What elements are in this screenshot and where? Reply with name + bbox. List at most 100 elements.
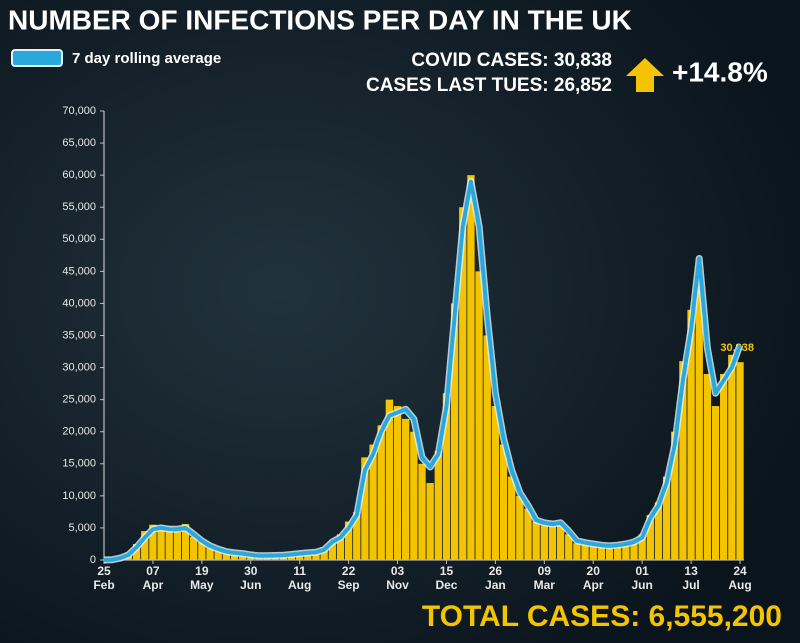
legend-swatch xyxy=(11,49,63,67)
bar xyxy=(214,550,222,560)
bar xyxy=(336,534,345,560)
bar xyxy=(165,526,173,560)
bar xyxy=(695,277,703,560)
bar xyxy=(467,175,475,560)
bar xyxy=(361,457,369,560)
x-tick-label: 07 Apr xyxy=(143,564,164,592)
bar xyxy=(157,529,165,560)
chart-title: NUMBER OF INFECTIONS PER DAY IN THE UK xyxy=(8,4,632,35)
x-tick-label: 15 Dec xyxy=(435,564,457,592)
bar xyxy=(524,508,532,560)
bar xyxy=(418,463,426,560)
bar xyxy=(402,418,410,560)
bar xyxy=(703,373,712,560)
bar xyxy=(222,552,230,560)
bar xyxy=(475,271,483,560)
bar xyxy=(393,406,402,560)
bar xyxy=(385,399,394,560)
x-tick-label: 13 Jul xyxy=(682,564,699,592)
bar xyxy=(654,502,663,560)
x-tick-label: 24 Aug xyxy=(728,564,751,592)
bar xyxy=(434,450,442,560)
bar xyxy=(548,526,557,560)
y-tick-label: 15,000 xyxy=(62,458,96,470)
bar xyxy=(230,553,239,560)
bar xyxy=(491,406,500,560)
bar xyxy=(581,543,589,560)
bar xyxy=(605,545,614,560)
bar xyxy=(483,335,491,560)
bar xyxy=(687,309,695,560)
bar xyxy=(508,476,516,560)
bar xyxy=(589,544,597,560)
y-tick-label: 60,000 xyxy=(62,169,96,181)
bar xyxy=(630,540,638,560)
bar xyxy=(720,373,728,560)
y-tick-label: 25,000 xyxy=(62,394,96,406)
x-tick-label: 30 Jun xyxy=(240,564,261,592)
y-tick-label: 55,000 xyxy=(62,201,96,213)
x-tick-label: 25 Feb xyxy=(93,564,114,592)
up-arrow xyxy=(626,58,664,92)
y-tick-label: 40,000 xyxy=(62,297,96,309)
y-tick-label: 10,000 xyxy=(62,490,96,502)
bar xyxy=(711,406,720,560)
covid-cases: COVID CASES: 30,838 xyxy=(411,50,612,71)
bar xyxy=(459,207,467,560)
bar xyxy=(149,524,157,560)
y-tick-label: 50,000 xyxy=(62,233,96,245)
y-tick-label: 65,000 xyxy=(62,137,96,149)
bar xyxy=(198,542,206,560)
bar xyxy=(181,524,190,560)
x-tick-label: 22 Sep xyxy=(338,564,360,592)
y-tick-label: 45,000 xyxy=(62,265,96,277)
bar xyxy=(320,547,328,560)
bar xyxy=(532,521,540,560)
bar xyxy=(597,546,606,560)
bar xyxy=(190,536,198,560)
x-tick-label: 03 Nov xyxy=(386,564,409,592)
y-tick-label: 30,000 xyxy=(62,361,96,373)
bar xyxy=(614,544,622,560)
x-tick-label: 19 May xyxy=(190,564,214,592)
bar xyxy=(565,534,573,560)
bar xyxy=(141,531,149,560)
y-tick-label: 5,000 xyxy=(68,522,96,534)
bar xyxy=(173,531,182,560)
y-tick-label: 20,000 xyxy=(62,426,96,438)
x-tick-label: 11 Aug xyxy=(288,564,311,592)
y-tick-label: 70,000 xyxy=(62,105,96,117)
bar xyxy=(736,362,744,560)
average-line xyxy=(103,179,742,562)
bar xyxy=(516,495,524,560)
bar xyxy=(426,483,434,560)
bar xyxy=(499,444,508,560)
bar xyxy=(573,543,581,560)
bar xyxy=(671,431,679,560)
total-cases: TOTAL CASES: 6,555,200 xyxy=(422,600,782,633)
x-tick-label: 26 Jan xyxy=(485,564,506,592)
legend-label: 7 day rolling average xyxy=(72,50,221,67)
bar xyxy=(353,511,361,560)
x-tick-label: 09 Mar xyxy=(534,564,556,592)
bar xyxy=(622,542,630,560)
bar xyxy=(206,547,214,560)
bar xyxy=(442,393,451,560)
x-tick-label: 20 Apr xyxy=(583,564,604,592)
bar xyxy=(638,534,646,560)
bar xyxy=(369,444,377,560)
bar xyxy=(410,431,418,560)
y-tick-label: 0 xyxy=(90,554,96,566)
bar xyxy=(646,515,654,560)
change: +14.8% xyxy=(672,56,768,87)
bar xyxy=(312,551,320,560)
bar xyxy=(540,524,548,560)
y-tick-label: 35,000 xyxy=(62,329,96,341)
bar xyxy=(377,425,385,560)
bar xyxy=(556,522,565,560)
bar xyxy=(328,540,336,560)
bar xyxy=(450,303,459,560)
cases-last-tues: CASES LAST TUES: 26,852 xyxy=(366,75,612,96)
bar xyxy=(344,521,353,560)
